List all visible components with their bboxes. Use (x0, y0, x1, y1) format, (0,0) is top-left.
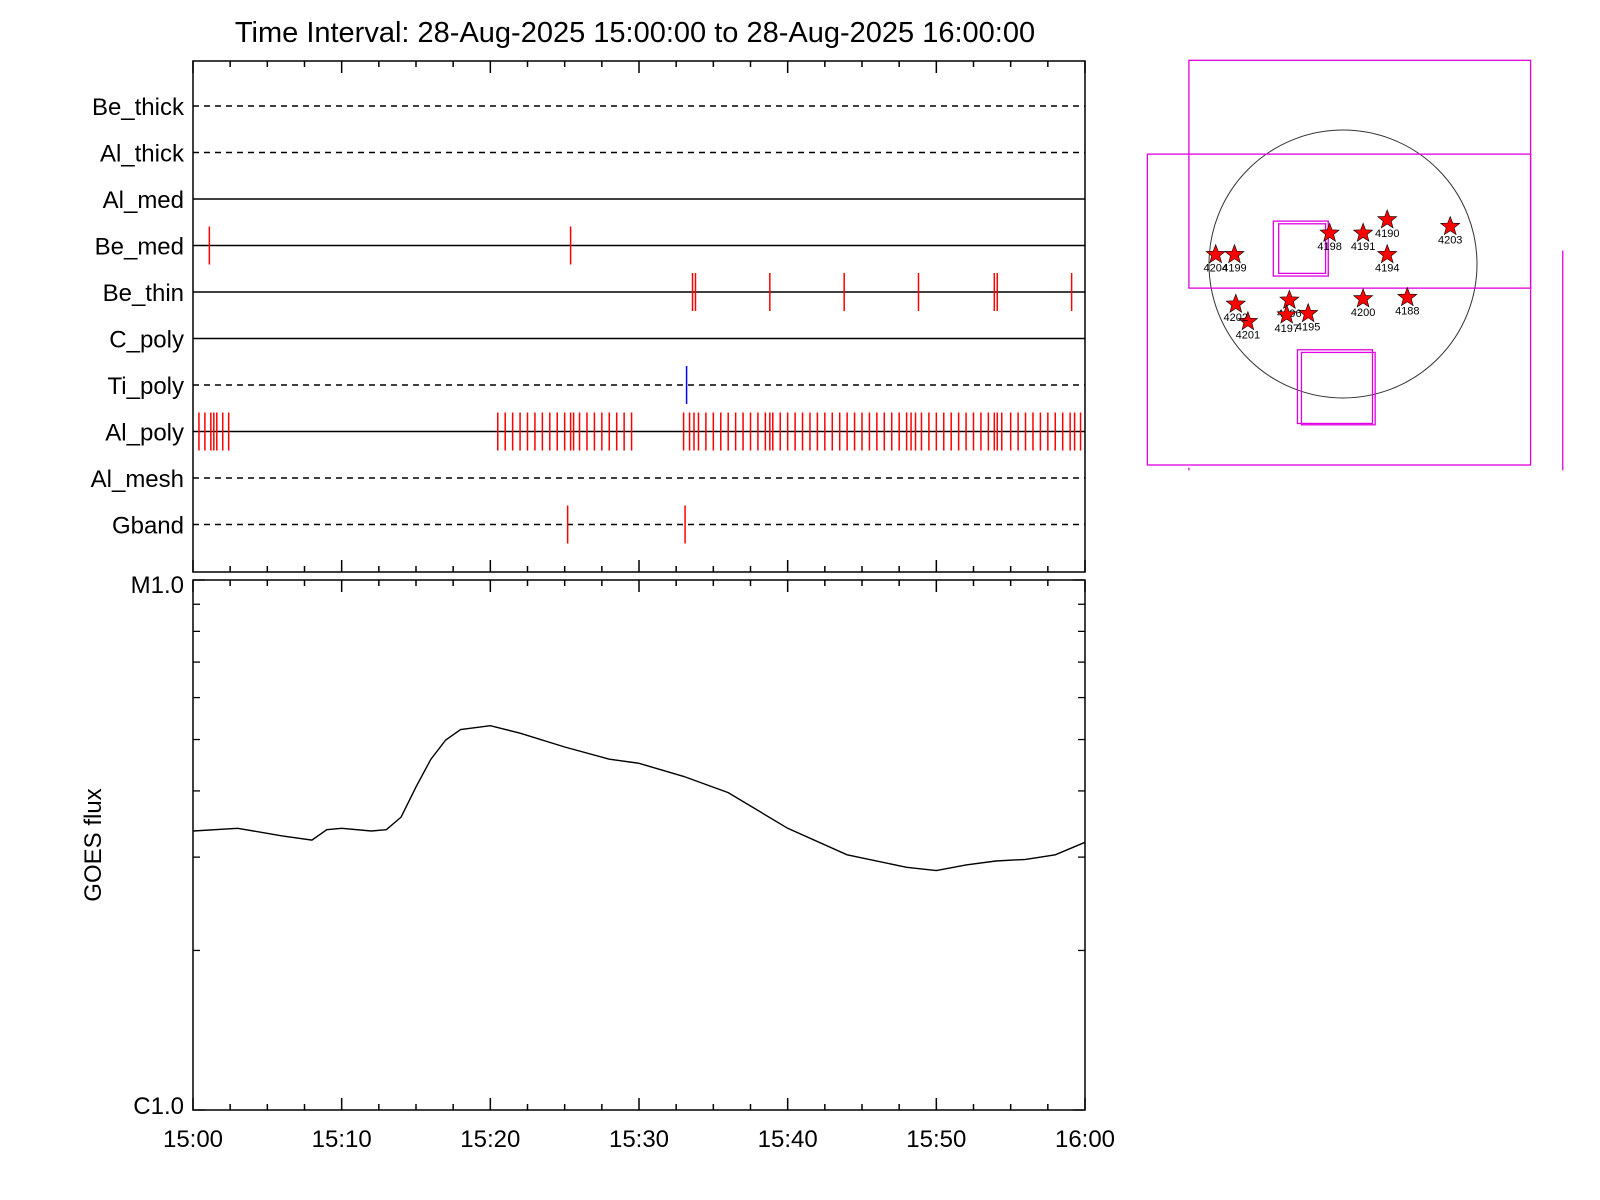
active-region-star (1205, 243, 1227, 264)
timeline-row-label: Be_thick (92, 94, 185, 121)
solar-map: 4188419041914194419541964197419841994200… (1146, 59, 1564, 471)
active-region-label: 4198 (1317, 241, 1341, 253)
active-region-label: 4203 (1438, 234, 1462, 246)
active-region-label: 4199 (1222, 263, 1246, 275)
active-region-label: 4201 (1236, 330, 1260, 342)
active-region-star (1224, 243, 1245, 264)
observation-box (1278, 223, 1327, 275)
active-region-star (1319, 222, 1340, 242)
observation-box (1188, 59, 1532, 289)
active-region-label: 4200 (1351, 307, 1375, 319)
active-region-star (1376, 243, 1398, 264)
active-region-label: 4194 (1375, 263, 1399, 275)
solar-disk (1208, 129, 1478, 399)
active-region-star (1396, 286, 1418, 307)
observation-box (1146, 153, 1532, 466)
active-region-label: 4191 (1351, 241, 1375, 253)
active-region-star (1376, 208, 1398, 229)
x-tick-label: 15:40 (758, 1126, 818, 1153)
observation-box (1272, 220, 1329, 277)
active-region-star (1225, 293, 1247, 313)
x-tick-label: 15:10 (312, 1126, 372, 1153)
active-region-star (1237, 310, 1259, 331)
timeline-row-label: Ti_poly (108, 373, 184, 400)
chart-title: Time Interval: 28-Aug-2025 15:00:00 to 2… (235, 17, 1035, 49)
x-tick-label: 15:50 (906, 1126, 966, 1153)
goes-flux-line (192, 724, 1086, 872)
goes-y-tick-label-bottom: C1.0 (133, 1093, 184, 1120)
active-region-label: 4190 (1375, 228, 1399, 240)
timeline-row-label: Al_med (103, 187, 184, 214)
goes-frame (192, 579, 1086, 1111)
x-tick-label: 15:20 (460, 1126, 520, 1153)
active-region-star (1276, 304, 1298, 324)
timeline-row-label: Al_poly (105, 420, 184, 447)
goes-y-tick-label-top: M1.0 (131, 572, 184, 599)
timeline-row-label: Gband (112, 513, 184, 540)
goes-flux-panel (192, 579, 1086, 1111)
observation-box (1296, 349, 1374, 425)
goes-y-label: GOES flux (80, 788, 107, 901)
timeline-row-label: Be_thin (103, 280, 184, 307)
active-region-label: 4188 (1395, 306, 1419, 318)
active-region-label: 4195 (1296, 322, 1320, 334)
active-region-star (1279, 289, 1300, 309)
x-tick-label: 15:00 (163, 1126, 223, 1153)
timeline-row-label: Al_mesh (91, 466, 184, 493)
timeline-row-label: C_poly (109, 327, 184, 354)
active-region-star (1352, 222, 1374, 242)
active-region-star (1297, 302, 1319, 323)
timeline-frame (192, 60, 1086, 573)
timeline-panel: Be_thick Al_thick Al_med Be_med Be_thin C_pol… (91, 60, 1086, 573)
timeline-row-label: Al_thick (100, 141, 185, 168)
x-axis-tick-labels: 15:00 15:10 15:20 15:30 15:40 15:50 16:00 (163, 1126, 1115, 1153)
active-region-label: 4202 (1224, 312, 1248, 324)
x-tick-label: 16:00 (1055, 1126, 1115, 1153)
active-region-star (1352, 287, 1374, 308)
observation-box (1300, 351, 1376, 426)
x-tick-label: 15:30 (609, 1126, 669, 1153)
active-region-label: 4204 (1203, 263, 1227, 275)
active-region-star (1439, 215, 1461, 236)
active-region-label: 4197 (1274, 323, 1298, 335)
timeline-row-label: Be_med (95, 234, 184, 261)
